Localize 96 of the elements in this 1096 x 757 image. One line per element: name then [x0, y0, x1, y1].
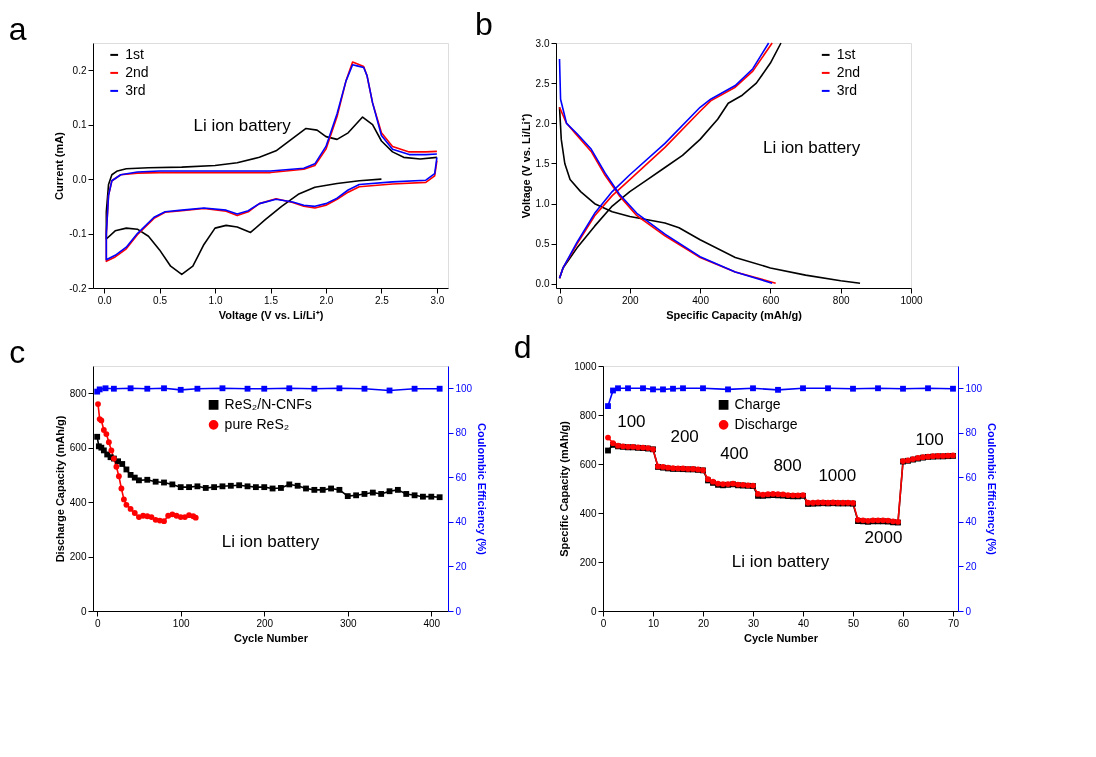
y-tick-label: 800	[579, 409, 597, 421]
x-tick-label: 1.5	[264, 294, 279, 306]
legend-label: 3rd	[836, 81, 857, 98]
y-tick-label: 2.0	[535, 117, 550, 129]
x-tick-label: 200	[256, 617, 274, 629]
x-tick-label: 20	[697, 617, 710, 629]
x-tick-label: 40	[797, 617, 810, 629]
y-tick-label: 200	[69, 551, 87, 563]
y2-axis-title: Coulombic Efficiency (%)	[476, 422, 489, 556]
x-tick-label: 3.0	[430, 294, 445, 306]
chart-title: a	[8, 11, 27, 47]
x-tick-label: 400	[423, 617, 441, 629]
y-tick-label: 0	[80, 605, 87, 617]
y-tick-label: 600	[69, 442, 87, 454]
x-tick-label: 300	[339, 617, 358, 629]
x-tick-label: 0.0	[97, 294, 112, 306]
y-tick-label: 0	[590, 605, 597, 617]
y2-tick-label: 20	[455, 560, 468, 572]
annotation: 100	[617, 412, 646, 432]
y-tick-label: 0.1	[72, 119, 87, 131]
y-axis-title: Discharge Capacity (mAh/g)	[53, 415, 66, 563]
annotation: 100	[915, 429, 944, 449]
y-tick-label: 0.2	[72, 64, 87, 76]
legend-label: 2nd	[836, 63, 861, 80]
x-axis-title: Cycle Number	[234, 631, 309, 644]
y-tick-label: 1.5	[535, 157, 550, 169]
x-axis-title: Specific Capacity (mAh/g)	[666, 308, 803, 321]
y-tick-label: 0.5	[535, 238, 550, 250]
y2-axis-title: Coulombic Efficiency (%)	[986, 422, 999, 556]
legend-label: 1st	[125, 45, 144, 62]
y2-tick-label: 40	[455, 516, 468, 528]
x-tick-label: 70	[947, 617, 960, 629]
x-axis-title: Cycle Number	[744, 631, 819, 644]
y-axis-title: Specific Capacity (mAh/g)	[558, 420, 571, 557]
x-tick-label: 0	[600, 617, 607, 629]
annotation: 200	[670, 427, 699, 447]
y-tick-label: 200	[579, 556, 597, 568]
legend-label: 1st	[836, 45, 856, 62]
annotation: 800	[773, 456, 802, 476]
y-tick-label: 800	[69, 387, 87, 399]
legend-label: 3rd	[125, 81, 146, 98]
x-tick-label: 400	[692, 294, 710, 306]
legend-label: ReS₂/N-CNFs	[224, 395, 312, 412]
y2-tick-label: 20	[965, 560, 978, 572]
x-tick-label: 200	[621, 294, 640, 306]
annotation: 1000	[818, 466, 857, 486]
y2-tick-label: 80	[965, 427, 978, 439]
annotation: Li ion battery	[762, 138, 861, 158]
x-tick-label: 1.0	[208, 294, 223, 306]
x-tick-label: 600	[762, 294, 780, 306]
x-tick-label: 1000	[900, 294, 924, 306]
x-tick-label: 0	[557, 294, 564, 306]
annotation: Li ion battery	[193, 116, 292, 136]
x-tick-label: 30	[747, 617, 760, 629]
y2-tick-label: 100	[455, 382, 473, 394]
y-tick-label: 400	[579, 507, 597, 519]
y-tick-label: 0.0	[72, 173, 87, 185]
x-tick-label: 10	[647, 617, 660, 629]
annotation: Li ion battery	[221, 532, 320, 552]
y-tick-label: -0.2	[69, 282, 87, 294]
x-axis-title: Voltage (V vs. Li/Li⁺)	[218, 308, 324, 321]
legend-label: pure ReS₂	[224, 415, 290, 432]
x-tick-label: 50	[847, 617, 860, 629]
y-axis-title: Voltage (V vs. Li/Li⁺)	[519, 113, 532, 219]
chart-title: c	[9, 334, 26, 370]
y2-tick-label: 60	[965, 471, 978, 483]
y-tick-label: 1000	[574, 360, 597, 372]
chart-title: b	[475, 6, 493, 42]
legend-label: Discharge	[734, 415, 798, 432]
annotation: Li ion battery	[731, 552, 830, 571]
x-tick-label: 60	[897, 617, 910, 629]
y2-tick-label: 40	[965, 516, 978, 528]
annotation: 400	[720, 444, 749, 464]
annotation: 2000	[864, 527, 903, 547]
y-tick-label: 2.5	[535, 77, 550, 89]
y-tick-label: -0.1	[69, 228, 87, 240]
y-tick-label: 3.0	[535, 37, 550, 49]
y2-tick-label: 0	[965, 605, 972, 617]
y-tick-label: 400	[69, 496, 87, 508]
y-tick-label: 600	[579, 458, 597, 470]
y2-tick-label: 60	[455, 471, 468, 483]
y2-tick-label: 80	[455, 427, 468, 439]
chart-title: d	[513, 329, 532, 365]
legend-label: 2nd	[125, 63, 149, 80]
x-tick-label: 2.5	[374, 294, 390, 306]
x-tick-label: 0	[94, 617, 101, 629]
y2-tick-label: 0	[455, 605, 462, 617]
y2-tick-label: 100	[965, 382, 983, 394]
y-tick-label: 0.0	[535, 278, 550, 290]
x-tick-label: 800	[832, 294, 850, 306]
y-axis-title: Current (mA)	[53, 131, 66, 200]
x-tick-label: 100	[172, 617, 190, 629]
x-tick-label: 0.5	[153, 294, 168, 306]
x-tick-label: 2.0	[319, 294, 334, 306]
legend-label: Charge	[734, 395, 781, 412]
y-tick-label: 1.0	[535, 198, 550, 210]
